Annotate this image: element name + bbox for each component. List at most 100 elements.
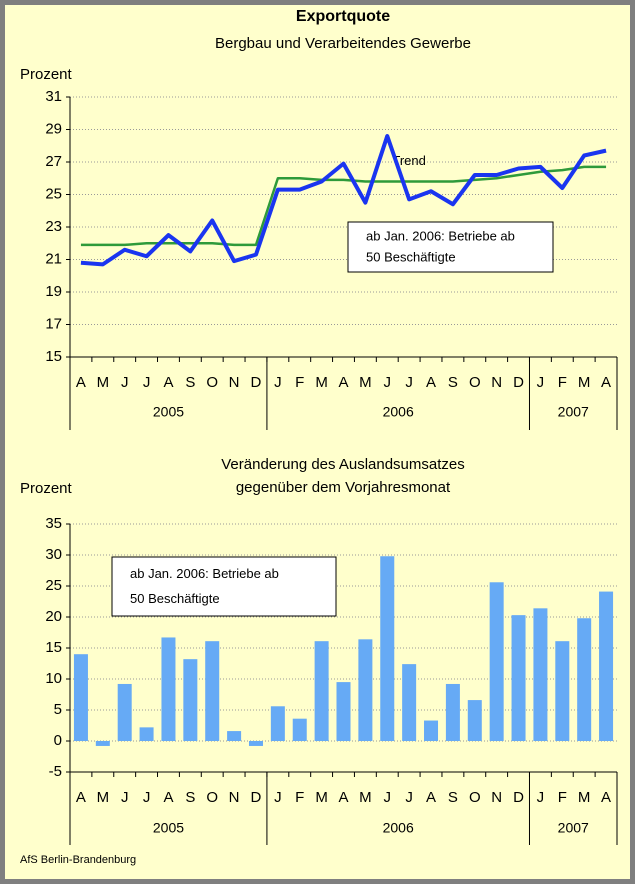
x-tick-label: J <box>405 789 413 806</box>
bar <box>227 731 242 741</box>
y-tick-label: 25 <box>45 185 62 202</box>
source: AfS Berlin-Brandenburg <box>20 854 136 866</box>
y-tick-label: 23 <box>45 218 62 235</box>
line-series <box>80 165 607 247</box>
bar <box>489 582 504 741</box>
x-tick-label: O <box>206 374 218 391</box>
chart-title: Exportquote <box>296 8 390 25</box>
bar <box>402 664 417 741</box>
x-tick-label: J <box>537 374 545 391</box>
series-label: Trend <box>392 153 425 168</box>
y-tick-label: -5 <box>49 763 62 780</box>
bar <box>599 591 614 741</box>
bar <box>139 727 154 741</box>
bar <box>117 683 132 741</box>
x-tick-label: A <box>163 789 173 806</box>
chart-subtitle: Bergbau und Verarbeitendes Gewerbe <box>215 35 471 52</box>
annotation-text: ab Jan. 2006: Betriebe ab <box>366 228 515 243</box>
x-tick-label: S <box>185 374 195 391</box>
x-tick-label: A <box>76 789 86 806</box>
x-tick-label: M <box>315 789 328 806</box>
x-tick-label: J <box>274 789 282 806</box>
y-tick-label: 29 <box>45 120 62 137</box>
x-tick-label: N <box>229 789 240 806</box>
x-tick-label: J <box>384 374 392 391</box>
x-tick-label: S <box>185 789 195 806</box>
bar <box>205 641 220 741</box>
x-tick-label: S <box>448 789 458 806</box>
annotation-text: ab Jan. 2006: Betriebe ab <box>130 566 279 581</box>
annotation-box <box>347 221 554 273</box>
x-tick-label: F <box>558 374 567 391</box>
y-tick-label: 0 <box>54 732 62 749</box>
x-tick-label: N <box>491 789 502 806</box>
x-group-label: 2007 <box>558 404 589 420</box>
x-tick-label: J <box>274 374 282 391</box>
bar <box>511 615 526 741</box>
bar <box>292 718 307 741</box>
bar <box>533 608 548 741</box>
x-tick-label: A <box>338 789 348 806</box>
bar <box>358 639 373 741</box>
x-tick-label: J <box>121 374 129 391</box>
x-tick-label: D <box>251 789 262 806</box>
x-tick-label: M <box>359 374 372 391</box>
y-tick-label: 10 <box>45 670 62 687</box>
y-tick-label: 31 <box>45 88 62 105</box>
bar <box>577 618 592 741</box>
y-tick-label: 19 <box>45 283 62 300</box>
x-tick-label: M <box>315 374 328 391</box>
x-tick-label: M <box>359 789 372 806</box>
bar <box>424 720 439 741</box>
annotation-box <box>111 556 337 617</box>
chart-title: Veränderung des Auslandsumsatzes <box>221 456 465 473</box>
x-tick-label: F <box>295 789 304 806</box>
x-tick-label: A <box>426 374 436 391</box>
bar <box>445 683 460 741</box>
annotation-text: 50 Beschäftigte <box>130 591 220 606</box>
x-tick-label: J <box>537 789 545 806</box>
x-tick-label: A <box>426 789 436 806</box>
bar <box>161 637 176 741</box>
x-tick-label: F <box>295 374 304 391</box>
y-tick-label: 25 <box>45 577 62 594</box>
x-group-label: 2006 <box>383 820 414 836</box>
chart-subtitle: gegenüber dem Vorjahresmonat <box>236 479 451 496</box>
x-tick-label: D <box>251 374 262 391</box>
y-axis-label: Prozent <box>20 480 73 497</box>
x-group-label: 2007 <box>558 820 589 836</box>
x-tick-label: O <box>206 789 218 806</box>
y-tick-label: 21 <box>45 250 62 267</box>
bar <box>380 556 395 741</box>
y-tick-label: 15 <box>45 348 62 365</box>
x-tick-label: A <box>601 789 611 806</box>
x-group-label: 2005 <box>153 820 184 836</box>
bar <box>183 659 198 741</box>
x-tick-label: M <box>578 789 591 806</box>
x-tick-label: D <box>513 374 524 391</box>
x-tick-label: J <box>405 374 413 391</box>
x-tick-label: O <box>469 789 481 806</box>
y-tick-label: 15 <box>45 639 62 656</box>
bar <box>314 641 329 741</box>
y-tick-label: 20 <box>45 608 62 625</box>
bar <box>467 700 482 741</box>
x-tick-label: M <box>578 374 591 391</box>
bar <box>555 641 570 741</box>
y-tick-label: 35 <box>45 515 62 532</box>
x-tick-label: M <box>97 789 110 806</box>
bar <box>336 682 351 741</box>
y-axis-label: Prozent <box>20 66 73 83</box>
bar <box>248 741 263 746</box>
x-tick-label: N <box>491 374 502 391</box>
annotation-text: 50 Beschäftigte <box>366 249 456 264</box>
x-tick-label: A <box>163 374 173 391</box>
y-tick-label: 17 <box>45 315 62 332</box>
x-group-label: 2006 <box>383 404 414 420</box>
bar <box>95 741 110 746</box>
bar <box>270 706 285 741</box>
x-tick-label: A <box>338 374 348 391</box>
x-group-label: 2005 <box>153 404 184 420</box>
x-tick-label: S <box>448 374 458 391</box>
